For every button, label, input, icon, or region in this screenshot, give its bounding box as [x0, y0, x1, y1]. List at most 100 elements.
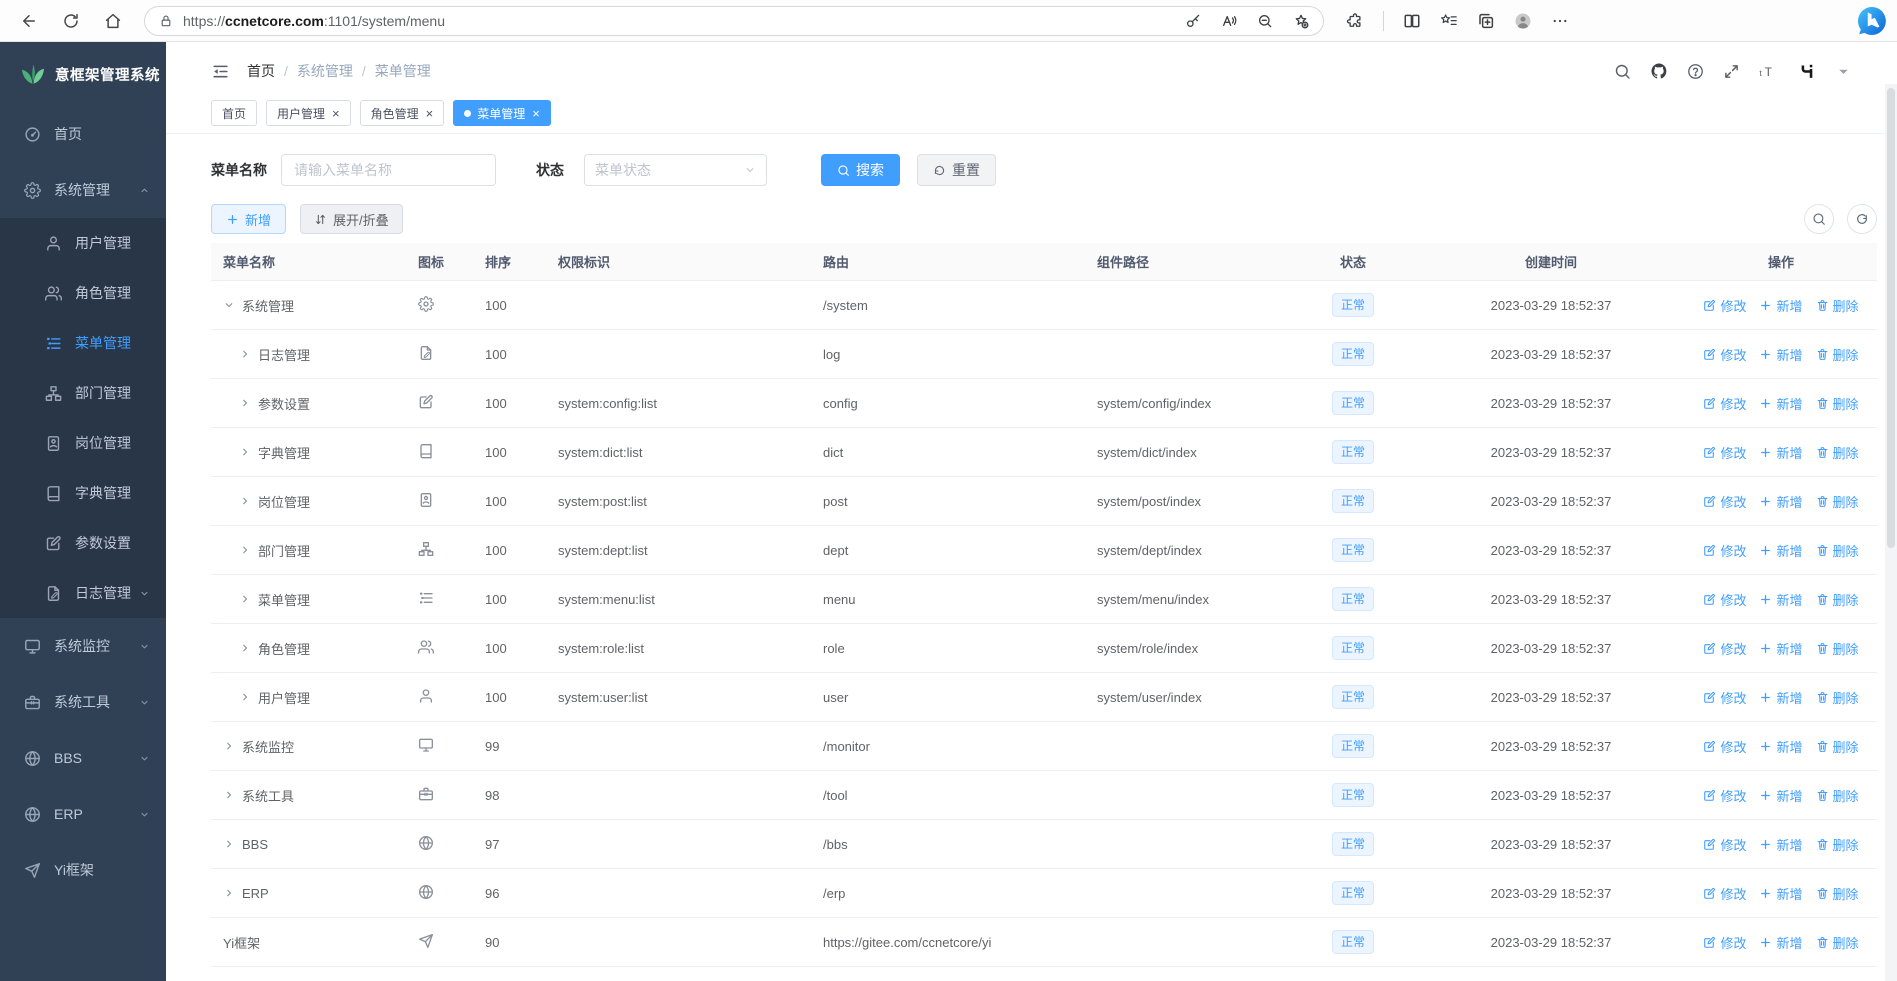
delete-link[interactable]: 删除: [1816, 835, 1859, 854]
delete-link[interactable]: 删除: [1816, 884, 1859, 903]
browser-reload-icon[interactable]: [62, 12, 80, 30]
search-button[interactable]: 搜索: [821, 154, 900, 186]
page-scrollbar[interactable]: [1885, 84, 1897, 981]
add-link[interactable]: 新增: [1759, 737, 1803, 756]
add-favorite-icon[interactable]: [1293, 13, 1309, 29]
add-link[interactable]: 新增: [1759, 688, 1803, 707]
delete-link[interactable]: 删除: [1816, 688, 1859, 707]
sidebar-item-post[interactable]: 岗位管理: [0, 418, 166, 468]
expand-icon[interactable]: [239, 691, 251, 703]
edit-link[interactable]: 修改: [1703, 296, 1746, 315]
show-search-button[interactable]: [1804, 204, 1834, 234]
edit-link[interactable]: 修改: [1703, 345, 1746, 364]
refresh-table-button[interactable]: [1847, 204, 1877, 234]
sidebar-item-yi[interactable]: Yi框架: [0, 842, 166, 898]
breadcrumb-system[interactable]: 系统管理: [296, 63, 353, 79]
expand-icon[interactable]: [223, 887, 235, 899]
delete-link[interactable]: 删除: [1816, 737, 1859, 756]
delete-link[interactable]: 删除: [1816, 590, 1859, 609]
add-button[interactable]: 新增: [211, 204, 287, 234]
add-link[interactable]: 新增: [1759, 786, 1803, 805]
github-icon[interactable]: [1650, 62, 1668, 80]
breadcrumb-home[interactable]: 首页: [247, 63, 275, 79]
sidebar-item-dept[interactable]: 部门管理: [0, 368, 166, 418]
expand-icon[interactable]: [223, 740, 235, 752]
sidebar-item-log[interactable]: 日志管理: [0, 568, 166, 618]
edit-link[interactable]: 修改: [1703, 835, 1746, 854]
edit-link[interactable]: 修改: [1703, 394, 1746, 413]
zoom-out-icon[interactable]: [1257, 13, 1273, 29]
delete-link[interactable]: 删除: [1816, 443, 1859, 462]
edit-link[interactable]: 修改: [1703, 933, 1746, 952]
browser-home-icon[interactable]: [104, 12, 122, 30]
edit-link[interactable]: 修改: [1703, 443, 1746, 462]
avatar-caret-icon[interactable]: [1835, 63, 1852, 80]
close-icon[interactable]: ×: [532, 105, 540, 121]
bing-discover-icon[interactable]: [1856, 5, 1888, 37]
add-link[interactable]: 新增: [1759, 492, 1803, 511]
sidebar-item-bbs[interactable]: BBS: [0, 730, 166, 786]
expand-icon[interactable]: [239, 348, 251, 360]
expand-icon[interactable]: [239, 446, 251, 458]
edit-link[interactable]: 修改: [1703, 541, 1746, 560]
collapse-icon[interactable]: [223, 299, 235, 311]
expand-icon[interactable]: [223, 838, 235, 850]
sidebar-item-erp[interactable]: ERP: [0, 786, 166, 842]
add-link[interactable]: 新增: [1759, 884, 1803, 903]
add-link[interactable]: 新增: [1759, 933, 1803, 952]
close-icon[interactable]: ×: [425, 105, 434, 121]
edit-link[interactable]: 修改: [1703, 884, 1746, 903]
sidebar-item-monitor[interactable]: 系统监控: [0, 618, 166, 674]
browser-menu-icon[interactable]: [1551, 12, 1569, 30]
sidebar-fold-icon[interactable]: [211, 62, 230, 81]
fullscreen-icon[interactable]: [1723, 63, 1740, 80]
read-aloud-icon[interactable]: [1221, 13, 1237, 29]
expand-collapse-button[interactable]: 展开/折叠: [300, 204, 403, 234]
close-icon[interactable]: ×: [332, 105, 340, 121]
user-avatar[interactable]: [1799, 63, 1816, 80]
add-link[interactable]: 新增: [1759, 835, 1803, 854]
edit-link[interactable]: 修改: [1703, 639, 1746, 658]
add-link[interactable]: 新增: [1759, 345, 1803, 364]
add-link[interactable]: 新增: [1759, 639, 1803, 658]
add-link[interactable]: 新增: [1759, 590, 1803, 609]
sidebar-item-user[interactable]: 用户管理: [0, 218, 166, 268]
delete-link[interactable]: 删除: [1816, 786, 1859, 805]
tab-3[interactable]: 菜单管理 ×: [453, 100, 551, 126]
delete-link[interactable]: 删除: [1816, 639, 1859, 658]
menu-name-input[interactable]: [281, 154, 496, 186]
status-select[interactable]: 菜单状态: [584, 154, 767, 186]
sidebar-item-system[interactable]: 系统管理: [0, 162, 166, 218]
scrollbar-thumb[interactable]: [1887, 88, 1895, 548]
expand-icon[interactable]: [239, 593, 251, 605]
expand-icon[interactable]: [239, 397, 251, 409]
tab-2[interactable]: 角色管理 ×: [359, 100, 445, 126]
edit-link[interactable]: 修改: [1703, 590, 1746, 609]
add-link[interactable]: 新增: [1759, 443, 1803, 462]
tab-0[interactable]: 首页: [211, 100, 258, 126]
add-link[interactable]: 新增: [1759, 541, 1803, 560]
help-icon[interactable]: [1687, 63, 1704, 80]
expand-icon[interactable]: [239, 642, 251, 654]
split-screen-icon[interactable]: [1403, 12, 1421, 30]
sidebar-item-menu[interactable]: 菜单管理: [0, 318, 166, 368]
expand-icon[interactable]: [239, 544, 251, 556]
password-icon[interactable]: [1185, 13, 1201, 29]
lock-icon[interactable]: [159, 14, 173, 28]
add-link[interactable]: 新增: [1759, 296, 1803, 315]
expand-icon[interactable]: [223, 789, 235, 801]
address-bar[interactable]: https://ccnetcore.com:1101/system/menu: [144, 5, 1324, 36]
sidebar-item-role[interactable]: 角色管理: [0, 268, 166, 318]
edit-link[interactable]: 修改: [1703, 737, 1746, 756]
delete-link[interactable]: 删除: [1816, 492, 1859, 511]
delete-link[interactable]: 删除: [1816, 345, 1859, 364]
delete-link[interactable]: 删除: [1816, 394, 1859, 413]
expand-icon[interactable]: [239, 495, 251, 507]
edit-link[interactable]: 修改: [1703, 786, 1746, 805]
browser-back-icon[interactable]: [20, 12, 38, 30]
collections-icon[interactable]: [1477, 12, 1495, 30]
sidebar-item-home[interactable]: 首页: [0, 106, 166, 162]
extensions-icon[interactable]: [1346, 12, 1364, 30]
reset-button[interactable]: 重置: [917, 154, 996, 186]
